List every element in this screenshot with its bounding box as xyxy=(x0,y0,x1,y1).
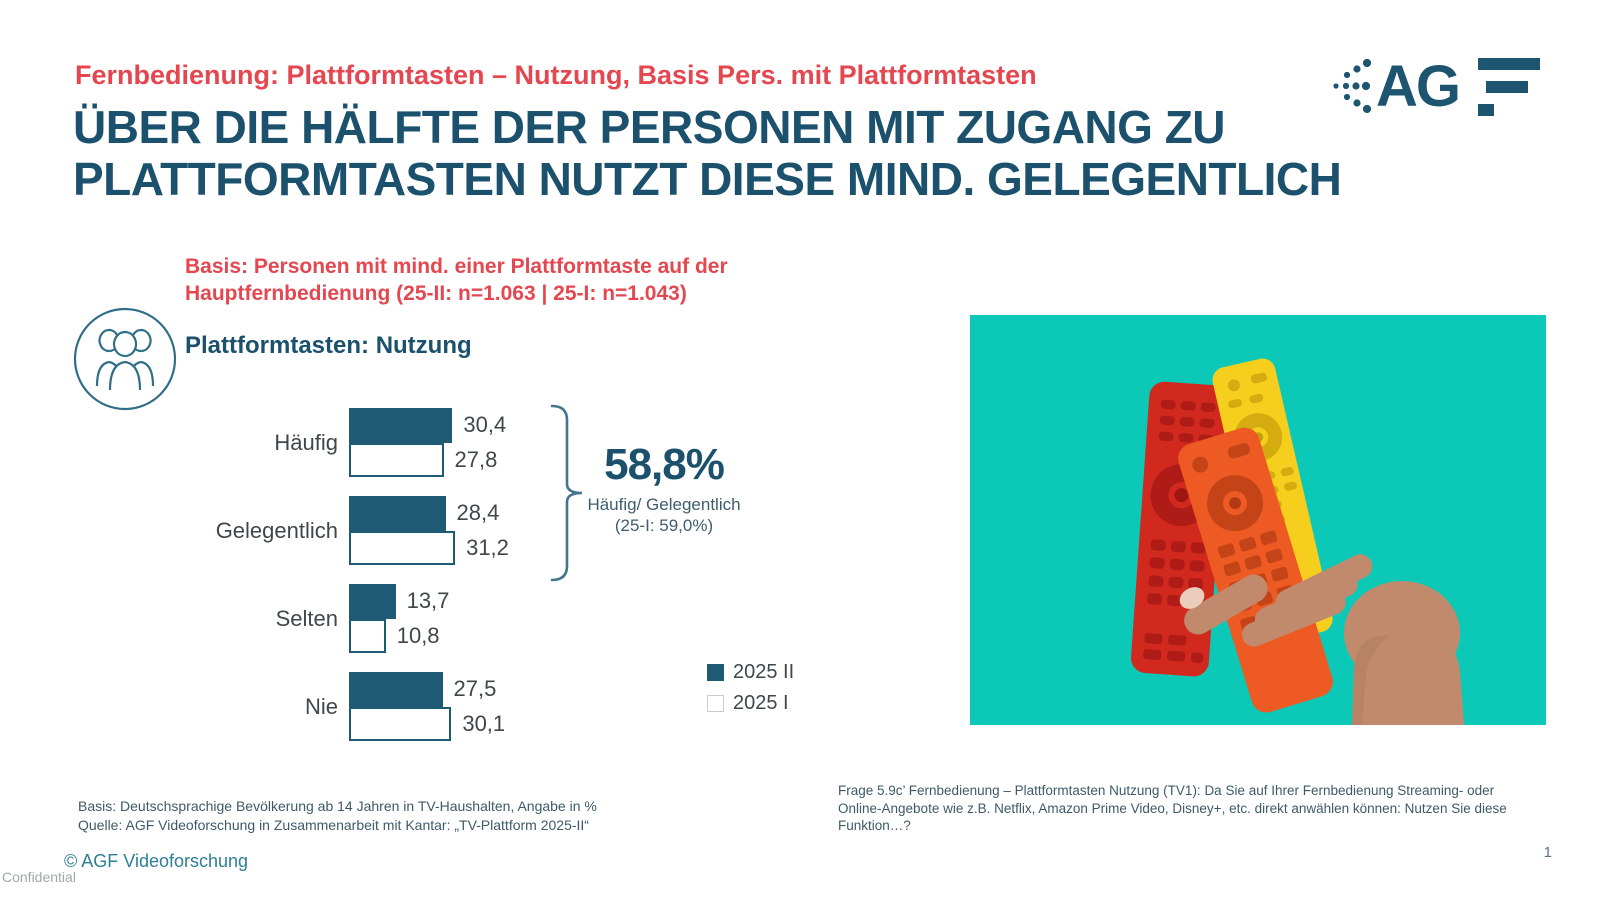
chart-title: Plattformtasten: Nutzung xyxy=(185,332,472,359)
legend-item-2025-ii: 2025 II xyxy=(707,661,794,684)
agf-logo-icon: AG xyxy=(1333,54,1540,119)
legend-swatch-outline xyxy=(707,695,724,712)
bar-2025-ii xyxy=(349,408,453,443)
svg-text:AG: AG xyxy=(1376,54,1459,118)
legend-item-2025-i: 2025 I xyxy=(707,692,794,715)
bar-value: 27,8 xyxy=(454,446,498,472)
bar-value: 30,4 xyxy=(463,412,507,438)
page-title: ÜBER DIE HÄLFTE DER PERSONEN MIT ZUGANG … xyxy=(73,101,1342,205)
chart-row-haeufig: Häufig 30,4 27,8 xyxy=(80,408,760,477)
category-label: Gelegentlich xyxy=(215,517,338,543)
bar-2025-ii xyxy=(349,496,446,531)
summary-annotation: 58,8% Häufig/ Gelegentlich (25-I: 59,0%) xyxy=(568,440,760,536)
bar-value: 28,4 xyxy=(456,500,500,526)
footnote-basis: Basis: Deutschsprachige Bevölkerung ab 1… xyxy=(78,798,597,814)
bar-2025-i xyxy=(349,530,456,565)
category-label: Nie xyxy=(304,693,338,719)
copyright: © AGF Videoforschung xyxy=(64,851,249,871)
page-number: 1 xyxy=(1543,844,1552,861)
bar-chart: Häufig 30,4 27,8 Gelegentlich 28,4 31,2 … xyxy=(80,400,760,770)
bar-value: 27,5 xyxy=(453,676,497,702)
category-label: Selten xyxy=(275,605,338,631)
bar-value: 30,1 xyxy=(462,710,506,736)
bar-2025-i xyxy=(349,706,452,741)
bracket-icon xyxy=(546,403,588,588)
legend-label: 2025 II xyxy=(733,661,795,683)
bar-2025-ii xyxy=(349,672,443,707)
chart-row-nie: Nie 27,5 30,1 xyxy=(80,672,760,741)
bar-2025-i xyxy=(349,442,444,477)
legend-label: 2025 I xyxy=(733,692,789,714)
kicker-title: Fernbedienung: Plattformtasten – Nutzung… xyxy=(75,60,1037,90)
summary-sub: (25-I: 59,0%) xyxy=(614,516,714,535)
bar-2025-ii xyxy=(349,584,396,619)
summary-value: 58,8% xyxy=(604,440,725,489)
footnote-question: Frage 5.9c’ Fernbedienung – Plattformtas… xyxy=(838,783,1507,833)
remotes-photo xyxy=(970,315,1546,725)
footnote-quelle: Quelle: AGF Videoforschung in Zusammenar… xyxy=(78,817,589,833)
footnote-left: Basis: Deutschsprachige Bevölkerung ab 1… xyxy=(78,797,597,835)
confidential-label: Confidential xyxy=(2,869,76,885)
agf-logo: AG xyxy=(1326,50,1548,123)
summary-label: Häufig/ Gelegentlich xyxy=(587,495,741,514)
chart-row-gelegentlich: Gelegentlich 28,4 31,2 xyxy=(80,496,760,565)
legend-swatch-filled xyxy=(707,664,724,681)
chart-legend: 2025 II 2025 I xyxy=(707,661,794,723)
bar-value: 13,7 xyxy=(406,588,450,614)
category-label: Häufig xyxy=(274,429,338,455)
bar-value: 31,2 xyxy=(466,534,509,560)
bar-2025-i xyxy=(349,618,386,653)
people-icon xyxy=(72,306,178,417)
bar-value: 10,8 xyxy=(396,622,440,648)
basis-note: Basis: Personen mit mind. einer Plattfor… xyxy=(185,255,728,306)
chart-row-selten: Selten 13,7 10,8 xyxy=(80,584,760,653)
